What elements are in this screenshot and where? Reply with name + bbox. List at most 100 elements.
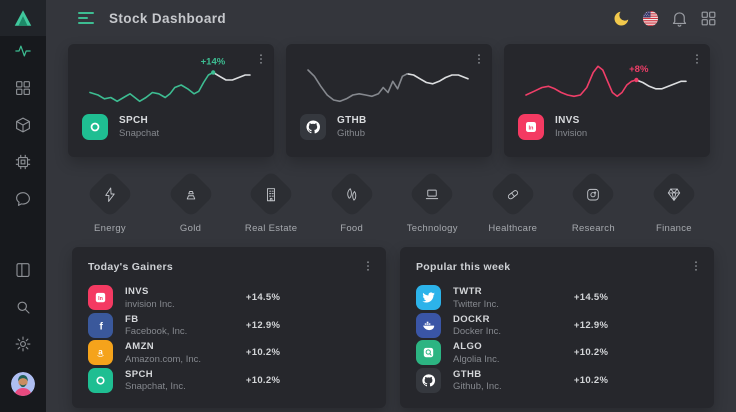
sidebar-item-messages[interactable] [14,190,32,208]
stock-row-fb[interactable]: f FB Facebook, Inc. +12.9% [88,312,370,340]
category-tile [569,169,618,219]
category-label: Food [340,223,364,234]
row-company: Facebook, Inc. [125,326,188,338]
search-icon [17,301,30,314]
row-company: Amazon.com, Inc. [125,353,202,365]
card-meta: GTHB Github [300,114,367,140]
row-change: +14.5% [573,292,609,304]
category-tile [649,169,698,219]
stock-cards-row: +14% SPCH Snapchat GTHB Github +8% In INVS Invis… [68,44,710,157]
category-label: Energy [94,223,126,234]
stock-row-dockr[interactable]: DOCKR Docker Inc. +12.9% [416,312,698,340]
stock-row-gthb[interactable]: GTHB Github, Inc. +10.2% [416,367,698,395]
notifications-button[interactable] [669,8,689,28]
stock-row-spch[interactable]: SPCH Snapchat, Inc. +10.2% [88,367,370,395]
row-company: Twitter Inc. [453,298,499,310]
sidebar-item-products[interactable] [14,116,32,134]
food-icon [346,187,356,200]
sparkline-chart: +8% [525,64,687,98]
chat-icon [16,192,30,206]
sidebar-item-devices[interactable] [14,153,32,171]
card-menu-button[interactable] [689,52,705,68]
sidebar-item-activity[interactable] [14,42,32,60]
row-company: Algolia Inc. [453,353,500,365]
app-logo[interactable] [0,0,46,36]
moon-icon [614,11,628,25]
sidebar-nav-top [14,42,32,208]
cpu-icon [15,154,31,170]
row-change: +12.9% [245,319,281,331]
stock-row-amzn[interactable]: a AMZN Amazon.com, Inc. +10.2% [88,339,370,367]
stock-card-invs[interactable]: +8% In INVS Invision [504,44,710,157]
sidebar-item-settings[interactable] [14,335,32,353]
panel-menu-button[interactable] [360,259,376,275]
card-menu-button[interactable] [471,52,487,68]
activity-icon [15,45,31,57]
sidebar-item-search[interactable] [14,298,32,316]
page-title: Stock Dashboard [109,10,227,26]
twitter-logo-icon [416,285,441,311]
category-tile [247,169,296,219]
sparkline-chart: +14% [89,57,251,103]
category-gold[interactable]: Gold [155,169,227,234]
panel-header: Popular this week [400,247,714,275]
apps-menu-button[interactable] [698,8,718,28]
language-selector[interactable] [640,8,660,28]
category-tile [408,169,457,219]
sidebar-nav-bottom [11,261,35,412]
category-tile [166,169,215,219]
panel-popular-this-week: Popular this week TWTR Twitter Inc. +14.5% D… [400,247,714,408]
row-change: +10.2% [245,375,281,387]
category-real-estate[interactable]: Real Estate [235,169,307,234]
snapchat-logo-icon [82,114,108,140]
card-menu-button[interactable] [253,52,269,68]
kebab-icon [695,261,697,271]
category-healthcare[interactable]: Healthcare [477,169,549,234]
dashboard-grid-icon [16,81,30,95]
technology-icon [426,188,439,199]
stock-row-invs[interactable]: In INVS invision Inc. +14.5% [88,284,370,312]
category-energy[interactable]: Energy [74,169,146,234]
category-label: Real Estate [244,223,298,234]
row-change: +10.2% [573,347,609,359]
user-avatar[interactable] [11,372,35,396]
row-change: +10.2% [245,347,281,359]
healthcare-icon [507,189,518,199]
sidebar-item-layout[interactable] [14,261,32,279]
panel-menu-button[interactable] [688,259,704,275]
row-company: Github, Inc. [453,381,502,393]
sidebar-item-dashboard[interactable] [14,79,32,97]
avatar-image-icon [11,372,35,396]
stock-row-twtr[interactable]: TWTR Twitter Inc. +14.5% [416,284,698,312]
category-label: Technology [406,223,458,234]
kebab-icon [696,54,698,64]
row-ticker: FB [125,313,139,325]
stock-card-gthb[interactable]: GTHB Github [286,44,492,157]
stock-row-algo[interactable]: ALGO Algolia Inc. +10.2% [416,339,698,367]
sidebar [0,0,46,412]
category-label: Research [571,223,615,234]
category-research[interactable]: Research [557,169,629,234]
card-ticker: SPCH [119,115,148,126]
row-ticker: ALGO [453,341,483,353]
card-meta: In INVS Invision [518,114,587,140]
row-change: +10.2% [573,375,609,387]
category-technology[interactable]: Technology [396,169,468,234]
svg-text:f: f [99,321,103,332]
row-ticker: AMZN [125,341,155,353]
category-food[interactable]: Food [316,169,388,234]
github-logo-icon [300,114,326,140]
menu-toggle-icon[interactable] [78,12,94,24]
research-icon [587,188,600,200]
row-company: Docker Inc. [453,326,502,338]
dark-mode-toggle[interactable] [611,8,631,28]
row-change: +12.9% [573,319,609,331]
stock-card-spch[interactable]: +14% SPCH Snapchat [68,44,274,157]
sparkline-chart [307,69,469,103]
category-finance[interactable]: Finance [638,169,710,234]
row-company: Snapchat, Inc. [125,381,186,393]
category-label: Healthcare [488,223,538,234]
svg-text:a: a [98,348,103,357]
card-ticker: INVS [555,115,580,126]
